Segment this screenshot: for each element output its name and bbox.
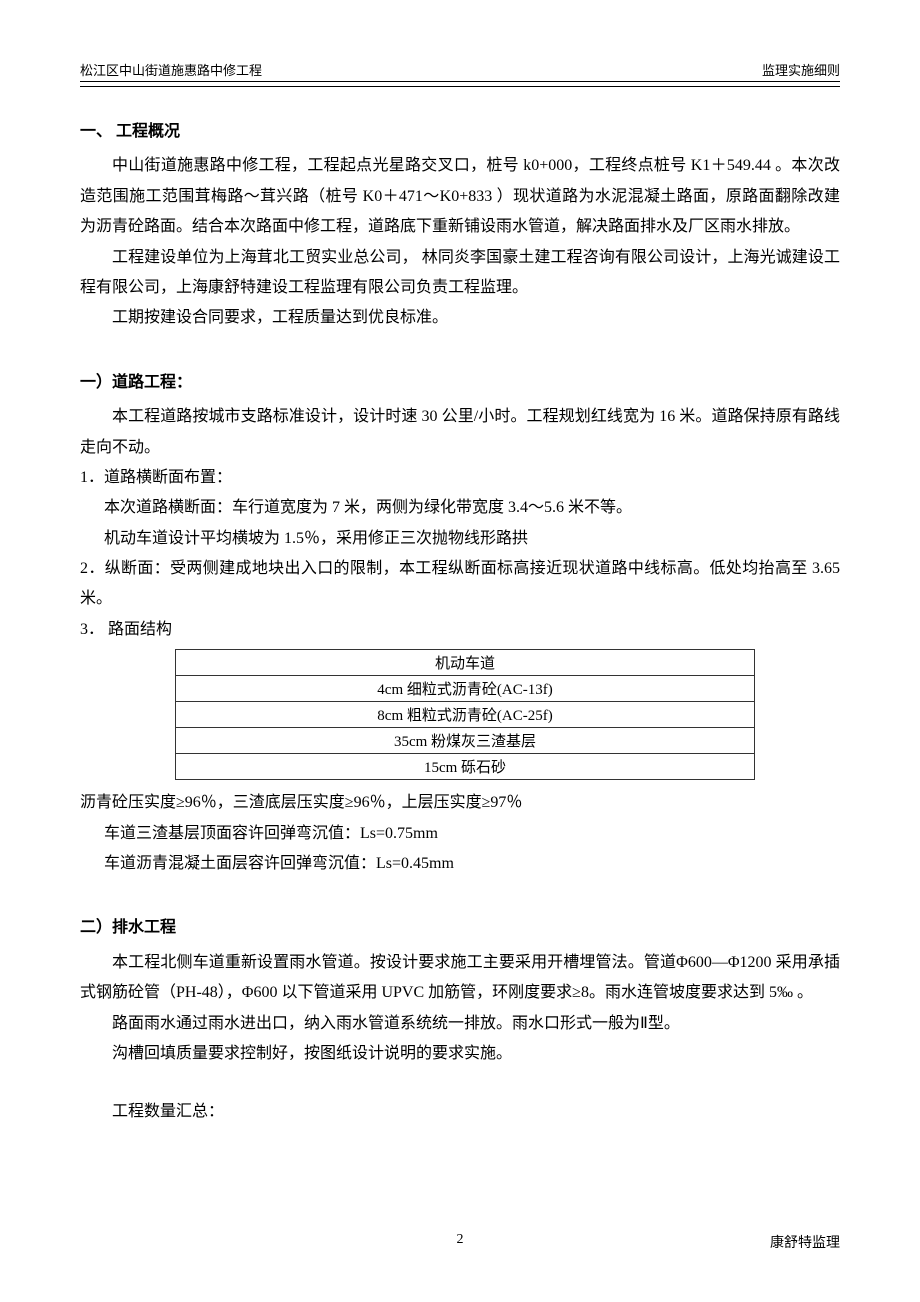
road-p1: 本工程道路按城市支路标准设计，设计时速 30 公里/小时。工程规划红线宽为 16… [80, 402, 840, 463]
road-item2: 2．纵断面：受两侧建成地块出入口的限制，本工程纵断面标高接近现状道路中线标高。低… [80, 554, 840, 615]
section-1-p2: 工程建设单位为上海茸北工贸实业总公司， 林同炎李国豪土建工程咨询有限公司设计，上… [80, 243, 840, 304]
table-row: 35cm 粉煤灰三渣基层 [176, 728, 755, 754]
table-row: 8cm 粗粒式沥青砼(AC-25f) [176, 702, 755, 728]
section-1-p1: 中山街道施惠路中修工程，工程起点光星路交叉口，桩号 k0+000，工程终点桩号 … [80, 151, 840, 242]
page-header: 松江区中山街道施惠路中修工程 监理实施细则 [80, 60, 840, 82]
drain-p2: 路面雨水通过雨水进出口，纳入雨水管道系统统一排放。雨水口形式一般为Ⅱ型。 [80, 1009, 840, 1039]
road-title: 一）道路工程： [80, 368, 840, 398]
table-cell: 8cm 粗粒式沥青砼(AC-25f) [176, 702, 755, 728]
page-number: 2 [457, 1232, 464, 1248]
road-item1-line1: 本次道路横断面：车行道宽度为 7 米，两侧为绿化带宽度 3.4～5.6 米不等。 [80, 493, 840, 523]
pavement-structure-table: 机动车道 4cm 细粒式沥青砼(AC-13f) 8cm 粗粒式沥青砼(AC-25… [175, 649, 755, 780]
footer-right: 康舒特监理 [770, 1232, 840, 1252]
section-1-title: 一、 工程概况 [80, 117, 840, 147]
drain-p4: 工程数量汇总： [80, 1097, 840, 1127]
table-row: 4cm 细粒式沥青砼(AC-13f) [176, 676, 755, 702]
table-cell: 15cm 砾石砂 [176, 754, 755, 780]
drain-p1: 本工程北侧车道重新设置雨水管道。按设计要求施工主要采用开槽埋管法。管道Φ600—… [80, 948, 840, 1009]
table-cell: 4cm 细粒式沥青砼(AC-13f) [176, 676, 755, 702]
page-footer: 2 康舒特监理 [0, 1232, 920, 1252]
road-item1-line2: 机动车道设计平均横坡为 1.5％，采用修正三次抛物线形路拱 [80, 524, 840, 554]
road-item1-title: 1．道路横断面布置： [80, 463, 840, 493]
road-after-table-p1: 沥青砼压实度≥96％，三渣底层压实度≥96％，上层压实度≥97％ [80, 788, 840, 818]
section-1-p3: 工期按建设合同要求，工程质量达到优良标准。 [80, 303, 840, 333]
table-row: 15cm 砾石砂 [176, 754, 755, 780]
road-after-table-p3: 车道沥青混凝土面层容许回弹弯沉值：Ls=0.45mm [80, 849, 840, 879]
table-header-cell: 机动车道 [176, 650, 755, 676]
header-left: 松江区中山街道施惠路中修工程 [80, 60, 262, 79]
road-item3-title: 3． 路面结构 [80, 615, 840, 645]
drain-p3: 沟槽回填质量要求控制好，按图纸设计说明的要求实施。 [80, 1039, 840, 1069]
header-rule [80, 86, 840, 87]
drain-title: 二）排水工程 [80, 913, 840, 943]
road-after-table-p2: 车道三渣基层顶面容许回弹弯沉值：Ls=0.75mm [80, 819, 840, 849]
table-row: 机动车道 [176, 650, 755, 676]
table-cell: 35cm 粉煤灰三渣基层 [176, 728, 755, 754]
header-right: 监理实施细则 [762, 60, 840, 79]
